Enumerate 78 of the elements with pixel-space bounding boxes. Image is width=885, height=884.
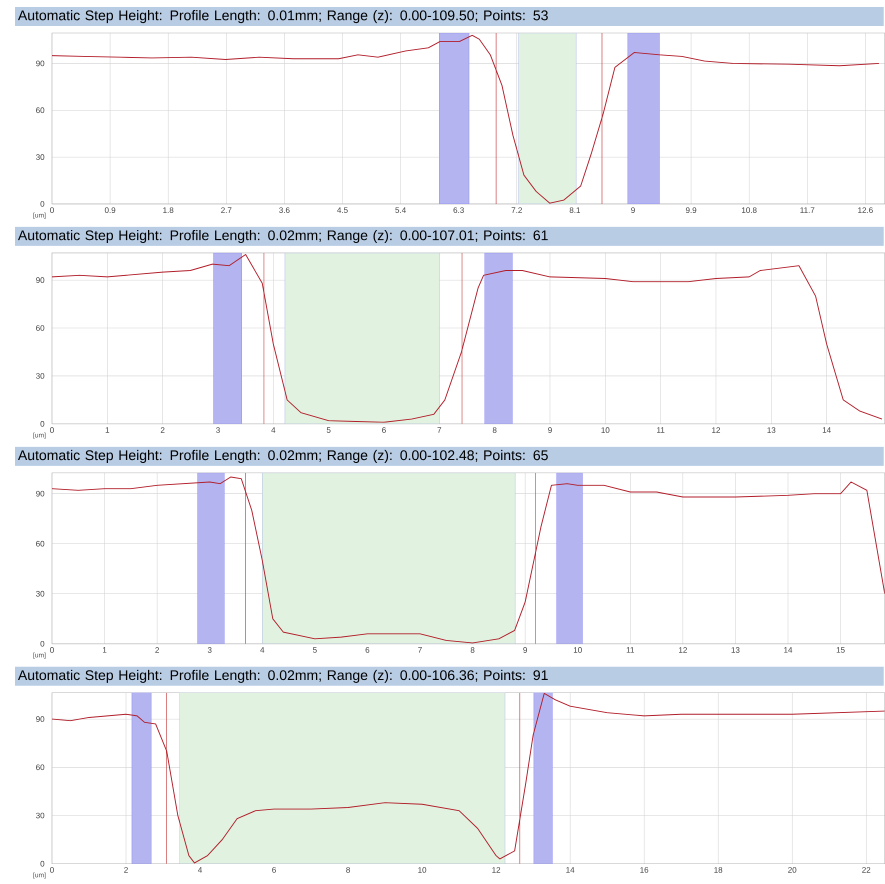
x-tick-label: 2.7 bbox=[221, 207, 232, 214]
x-tick-label: 10.8 bbox=[742, 207, 757, 214]
x-tick-label: 1 bbox=[106, 427, 110, 433]
x-tick-label: 11.7 bbox=[800, 207, 814, 213]
x-tick-label: 9.9 bbox=[686, 207, 696, 214]
y-tick-label: 0 bbox=[40, 861, 44, 867]
chart-title: Automatic Step Height: Profile Length: 0.02mm; Range (z): 0.00-102.48; Points: 65 bbox=[18, 450, 548, 464]
y-tick-label: 0 bbox=[40, 201, 44, 207]
x-tick-label: 1.8 bbox=[163, 207, 174, 214]
y-tick-label: 90 bbox=[36, 490, 44, 497]
x-tick-label: 4 bbox=[198, 867, 202, 873]
x-tick-label: 14 bbox=[784, 647, 792, 653]
x-tick-label: 0 bbox=[50, 427, 54, 434]
x-tick-label: 12.6 bbox=[858, 207, 873, 214]
x-tick-label: 10 bbox=[574, 647, 582, 653]
y-tick-label: 0 bbox=[40, 421, 44, 427]
x-tick-label: 5.4 bbox=[395, 207, 406, 214]
x-tick-label: 4 bbox=[260, 647, 264, 653]
x-tick-label: 13 bbox=[732, 647, 740, 653]
y-tick-label: 30 bbox=[36, 591, 44, 597]
x-tick-label: 10 bbox=[418, 867, 426, 873]
chart-title: Automatic Step Height: Profile Length: 0.02mm; Range (z): 0.00-106.36; Points: 91 bbox=[18, 670, 548, 684]
x-tick-label: 7.2 bbox=[512, 207, 522, 214]
x-tick-label: 18 bbox=[714, 867, 722, 873]
x-tick-label: 2 bbox=[160, 427, 164, 433]
y-tick-label: 90 bbox=[36, 716, 44, 722]
x-tick-label: 3.6 bbox=[279, 207, 290, 214]
x-tick-label: 2 bbox=[155, 647, 159, 653]
x-tick-label: 0 bbox=[50, 867, 54, 873]
x-tick-label: 9 bbox=[523, 647, 527, 653]
x-tick-label: 7 bbox=[438, 427, 442, 433]
x-tick-label: 2 bbox=[124, 867, 128, 873]
x-tick-label: 10 bbox=[601, 427, 610, 434]
x-tick-label: 9 bbox=[631, 207, 635, 214]
x-tick-label: 9 bbox=[548, 427, 552, 434]
x-tick-label: 14 bbox=[822, 427, 831, 433]
y-tick-label: 90 bbox=[36, 277, 44, 284]
x-tick-label: 3 bbox=[216, 427, 220, 434]
y-tick-label: 90 bbox=[36, 60, 44, 66]
x-tick-label: 15 bbox=[836, 647, 845, 653]
x-tick-label: 0 bbox=[50, 207, 54, 214]
x-tick-label: 12 bbox=[679, 647, 687, 653]
x-tick-label: 8 bbox=[470, 647, 474, 653]
x-tick-label: 4 bbox=[271, 427, 276, 433]
y-tick-label: 60 bbox=[36, 541, 44, 547]
x-tick-label: 6.3 bbox=[454, 207, 464, 214]
x-tick-label: 5 bbox=[326, 427, 331, 433]
x-tick-label: 16 bbox=[640, 867, 648, 873]
y-tick-label: 30 bbox=[36, 373, 44, 379]
x-tick-label: 4.5 bbox=[337, 207, 348, 214]
x-tick-label: 20 bbox=[788, 867, 796, 873]
x-tick-label: 1 bbox=[102, 647, 106, 653]
x-tick-label: 8.1 bbox=[570, 207, 580, 214]
x-tick-label: 3 bbox=[208, 647, 212, 653]
x-tick-label: 8 bbox=[346, 867, 350, 873]
x-tick-label: 14 bbox=[566, 867, 574, 873]
x-tick-label: 6 bbox=[366, 647, 370, 653]
x-tick-label: 8 bbox=[492, 427, 497, 434]
x-tick-label: 7 bbox=[418, 647, 422, 653]
x-tick-label: 6 bbox=[272, 867, 276, 873]
x-tick-label: 0 bbox=[50, 647, 54, 653]
chart-title: Automatic Step Height: Profile Length: 0.01mm; Range (z): 0.00-109.50; Points: 53 bbox=[18, 10, 548, 24]
x-tick-label: 6 bbox=[382, 427, 386, 434]
y-tick-label: 30 bbox=[36, 812, 44, 818]
chart-title: Automatic Step Height: Profile Length: 0.02mm; Range (z): 0.00-107.01; Points: 61 bbox=[18, 230, 548, 244]
x-tick-label: 22 bbox=[862, 867, 870, 873]
x-tick-label: 0.9 bbox=[104, 207, 116, 214]
y-tick-label: 60 bbox=[36, 108, 44, 114]
x-tick-label: 11 bbox=[657, 427, 664, 433]
x-tick-label: 12 bbox=[492, 867, 500, 873]
y-tick-label: 60 bbox=[36, 325, 44, 331]
x-tick-label: 12 bbox=[712, 427, 720, 433]
x-tick-label: 11 bbox=[626, 647, 634, 653]
y-tick-label: 0 bbox=[40, 641, 44, 647]
y-tick-label: 30 bbox=[36, 154, 44, 160]
x-tick-label: 13 bbox=[767, 427, 776, 434]
y-tick-label: 60 bbox=[36, 764, 44, 770]
x-tick-label: 5 bbox=[312, 647, 317, 653]
